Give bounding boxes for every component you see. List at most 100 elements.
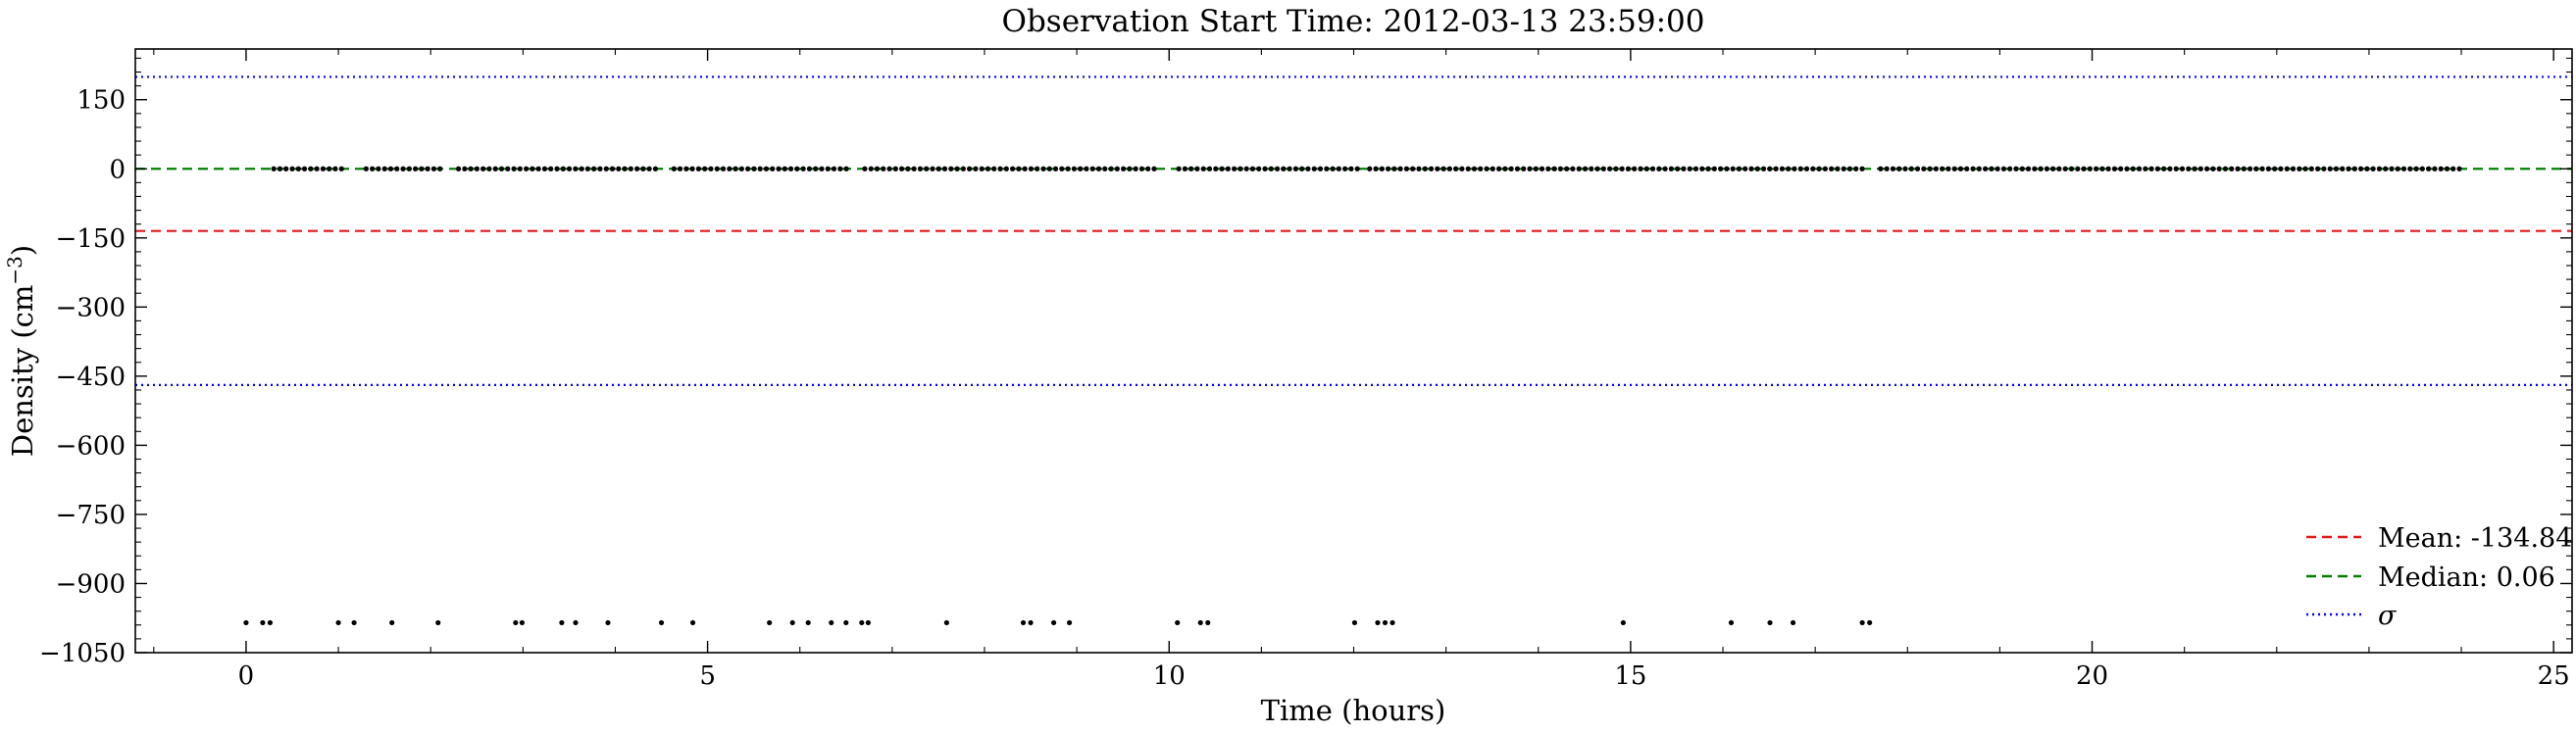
data-point-333 [2413,166,2419,171]
data-point-253 [1921,166,1927,171]
data-point-47 [591,166,597,171]
data-point-336 [2432,166,2438,171]
data-point-357 [805,619,811,626]
data-point-117 [1046,166,1052,171]
data-point-368 [1197,619,1203,626]
data-point-269 [2019,166,2025,171]
data-point-239 [1822,166,1828,171]
data-point-272 [2038,166,2044,171]
data-point-156 [1305,166,1311,171]
data-point-271 [2032,166,2038,171]
data-point-97 [924,166,930,171]
data-point-225 [1736,166,1743,171]
data-point-258 [1951,166,1957,171]
data-point-173 [1416,166,1422,171]
data-point-142 [1219,166,1225,171]
data-point-217 [1687,166,1692,171]
data-point-134 [1151,166,1157,171]
data-point-266 [2000,166,2007,171]
data-point-94 [905,166,911,171]
data-point-264 [1989,166,1995,171]
x-tick-label-3: 15 [1614,661,1646,691]
data-point-265 [1995,166,2000,171]
data-point-79 [800,166,806,171]
data-point-28 [474,166,480,171]
data-point-35 [517,166,523,171]
data-point-202 [1594,166,1600,171]
data-point-78 [794,166,800,171]
data-point-353 [658,619,665,626]
data-point-276 [2062,166,2068,171]
data-point-224 [1730,166,1736,171]
data-point-151 [1274,166,1281,171]
data-point-286 [2124,166,2130,171]
data-point-107 [985,166,991,171]
data-point-277 [2068,166,2075,171]
data-point-23 [430,166,437,171]
data-point-64 [708,166,714,171]
data-point-186 [1495,166,1502,171]
data-point-355 [767,619,773,626]
data-point-243 [1846,166,1853,171]
data-point-339 [2450,166,2456,171]
data-point-162 [1342,166,1348,171]
data-point-111 [1010,166,1016,171]
data-point-92 [892,166,898,171]
data-point-131 [1133,166,1138,171]
data-point-231 [1773,166,1779,171]
data-point-159 [1324,166,1330,171]
data-point-102 [954,166,960,171]
data-point-178 [1446,166,1452,171]
data-point-195 [1551,166,1557,171]
data-point-345 [351,619,357,626]
data-point-167 [1379,166,1385,171]
data-point-370 [1351,619,1358,626]
data-point-171 [1403,166,1410,171]
data-point-278 [2075,166,2081,171]
y-tick-label-8: −1050 [39,639,126,668]
y-tick-label-1: 0 [109,155,126,184]
data-point-188 [1508,166,1514,171]
data-point-287 [2130,166,2136,171]
data-point-181 [1465,166,1471,171]
data-point-133 [1145,166,1151,171]
data-point-248 [1890,166,1896,171]
data-point-378 [1859,619,1865,626]
data-point-54 [634,166,640,171]
data-points [243,166,2462,626]
data-point-215 [1675,166,1681,171]
data-point-33 [505,166,511,171]
data-point-85 [837,166,843,171]
data-point-61 [689,166,695,171]
data-point-165 [1367,166,1373,171]
data-point-112 [1016,166,1022,171]
data-point-6 [308,166,314,171]
data-point-311 [2278,166,2284,171]
data-point-141 [1213,166,1219,171]
data-point-109 [997,166,1003,171]
data-point-93 [898,166,905,171]
data-point-210 [1643,166,1649,171]
data-point-330 [2395,166,2400,171]
data-point-150 [1268,166,1274,171]
data-point-343 [267,619,274,626]
data-point-179 [1453,166,1459,171]
data-point-172 [1410,166,1416,171]
data-point-293 [2167,166,2173,171]
data-point-331 [2400,166,2407,171]
data-point-257 [1945,166,1951,171]
data-point-103 [960,166,966,171]
data-point-170 [1397,166,1403,171]
data-point-219 [1699,166,1705,171]
data-point-302 [2222,166,2229,171]
data-point-161 [1336,166,1341,171]
data-point-140 [1206,166,1213,171]
data-point-73 [763,166,770,171]
data-point-309 [2265,166,2271,171]
y-tick-label-0: 150 [76,86,126,116]
data-point-110 [1003,166,1009,171]
data-point-359 [843,619,849,626]
data-point-169 [1391,166,1397,171]
data-point-56 [646,166,652,171]
plot-frame [134,48,2573,654]
